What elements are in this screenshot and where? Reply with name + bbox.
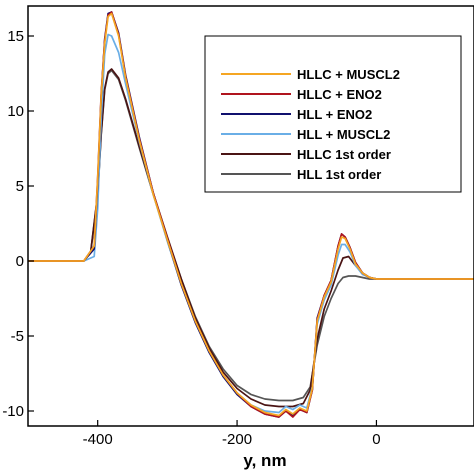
legend-label-3: HLL + MUSCL2 (297, 127, 390, 142)
legend: HLLC + MUSCL2 HLLC + ENO2 HLL + ENO2 HLL + … (204, 35, 462, 193)
y-tick-label: -10 (2, 403, 24, 420)
tick-layer: 15 10 5 0 -5 -10 -400 -200 0 (2, 28, 380, 448)
legend-label-5: HLL 1st order (297, 167, 381, 182)
x-tick-label: 0 (372, 431, 380, 448)
series-layer (28, 11, 474, 418)
legend-label-2: HLL + ENO2 (297, 107, 372, 122)
legend-label-4: HLLC 1st order (297, 147, 391, 162)
y-tick-label: 10 (7, 103, 24, 120)
y-tick-label: 5 (16, 178, 24, 195)
legend-label-0: HLLC + MUSCL2 (297, 67, 400, 82)
x-tick-label: -200 (222, 431, 252, 448)
y-tick-label: 15 (7, 28, 24, 45)
legend-label-1: HLLC + ENO2 (297, 87, 382, 102)
y-tick-label: 0 (16, 253, 24, 270)
y-tick-label: -5 (11, 328, 24, 345)
x-tick-label: -400 (83, 431, 113, 448)
x-axis-title: y, nm (243, 451, 286, 470)
plot-frame (27, 5, 474, 427)
series-line-0 (28, 12, 474, 417)
